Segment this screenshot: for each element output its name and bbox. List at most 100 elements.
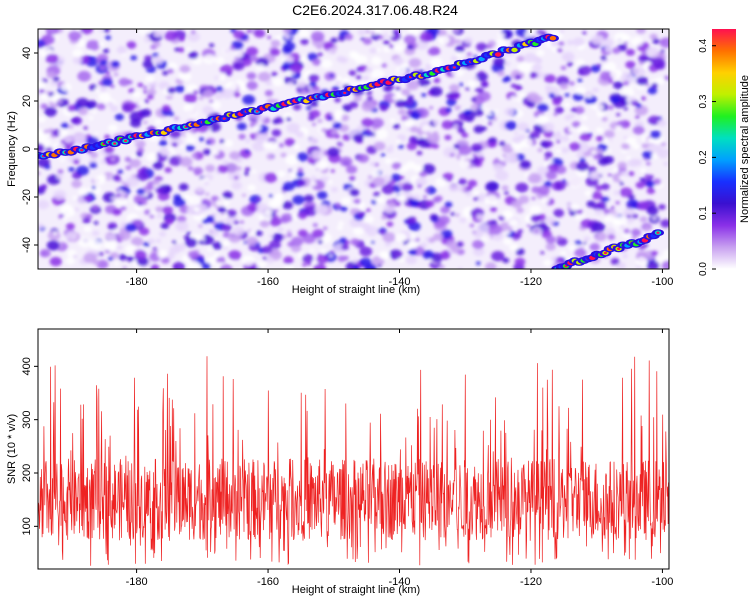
- heatmap-cell: [395, 99, 407, 108]
- heatmap-cell: [408, 58, 422, 68]
- heatmap-cell: [330, 37, 338, 44]
- heatmap-cell: [201, 234, 214, 245]
- heatmap-cell: [596, 135, 604, 142]
- heatmap-cell: [98, 252, 104, 256]
- heatmap-cell: [262, 141, 273, 149]
- heatmap-cell: [178, 183, 189, 191]
- heatmap-cell: [322, 226, 328, 231]
- heatmap-cell: [636, 76, 648, 86]
- heatmap-cell: [371, 118, 384, 128]
- heatmap-cell: [424, 188, 430, 193]
- heatmap-cell: [110, 105, 119, 112]
- heatmap-cell: [269, 137, 274, 141]
- heatmap-cell: [576, 161, 589, 172]
- heatmap-cell: [38, 147, 43, 151]
- heatmap-cell: [214, 76, 219, 80]
- heatmap-cell: [582, 31, 587, 35]
- heatmap-cell: [167, 147, 175, 153]
- heatmap-cell: [137, 202, 143, 206]
- heatmap-cell: [334, 80, 341, 86]
- snr-frame: [37, 328, 670, 570]
- heatmap-cell: [266, 153, 275, 160]
- heatmap-cell: [282, 29, 291, 34]
- heatmap-cell: [334, 97, 341, 103]
- heatmap-cell: [140, 108, 152, 117]
- heatmap-cell: [108, 256, 114, 261]
- heatmap-cell: [607, 234, 616, 240]
- heatmap-cell: [612, 212, 619, 218]
- heatmap-cell: [448, 184, 459, 192]
- heatmap-cell: [280, 152, 287, 158]
- heatmap-cell: [284, 138, 295, 147]
- heatmap-cell: [334, 134, 341, 139]
- heatmap-cell: [286, 122, 301, 134]
- heatmap-cell: [399, 175, 405, 180]
- heatmap-cell: [514, 131, 519, 135]
- heatmap-cell: [171, 142, 178, 148]
- heatmap-cell: [232, 61, 245, 71]
- heatmap-cell: [251, 169, 257, 174]
- heatmap-cell: [560, 134, 570, 142]
- heatmap-cell: [116, 245, 123, 250]
- heatmap-cell: [454, 105, 462, 111]
- heatmap-cell: [309, 81, 317, 88]
- heatmap-cell: [233, 220, 239, 225]
- heatmap-cell: [192, 154, 197, 159]
- heatmap-cell: [309, 248, 315, 253]
- heatmap-cell: [87, 49, 94, 55]
- heatmap-cell: [268, 199, 279, 208]
- heatmap-cell: [339, 156, 353, 167]
- heatmap-cell: [625, 137, 637, 146]
- heatmap-cell: [246, 236, 258, 246]
- heatmap-cell: [308, 73, 320, 83]
- heatmap-cell: [543, 259, 552, 267]
- heatmap-cell: [68, 124, 74, 129]
- y-tick-label: 400: [21, 357, 33, 375]
- heatmap-cell: [272, 233, 284, 242]
- heatmap-cell: [212, 241, 223, 250]
- heatmap-cell: [227, 82, 232, 86]
- heatmap-cell: [186, 136, 196, 145]
- heatmap-cell: [155, 186, 164, 194]
- heatmap-cell: [371, 56, 382, 65]
- heatmap-cell: [252, 125, 262, 132]
- heatmap-cell: [353, 226, 364, 236]
- heatmap-cell: [77, 70, 92, 82]
- heatmap-cell: [244, 167, 251, 172]
- heatmap-cell: [83, 225, 92, 232]
- heatmap-cell: [374, 128, 388, 139]
- heatmap-cell: [246, 81, 258, 90]
- heatmap-cell: [643, 225, 651, 231]
- heatmap-cell: [564, 93, 570, 97]
- heatmap-cell: [72, 49, 84, 58]
- heatmap-cell: [512, 136, 522, 144]
- heatmap-cell: [272, 118, 280, 125]
- heatmap-cell: [531, 186, 541, 194]
- heatmap-cell: [46, 71, 56, 79]
- colorbar-tick-label: 0.1: [698, 206, 709, 220]
- heatmap-cell: [212, 89, 218, 94]
- heatmap-cell: [644, 173, 649, 177]
- heatmap-cell: [485, 262, 497, 269]
- heatmap-cell: [112, 174, 121, 181]
- heatmap-cell: [440, 206, 450, 214]
- heatmap-cell: [581, 115, 588, 121]
- heatmap-cell: [201, 262, 211, 269]
- heatmap-cell: [368, 29, 381, 35]
- heatmap-cell: [623, 136, 628, 140]
- heatmap-cell: [623, 233, 630, 239]
- heatmap-cell: [485, 108, 490, 112]
- heatmap-cell: [465, 191, 472, 197]
- heatmap-cell: [212, 214, 224, 223]
- snr-y-label: SNR (10 * v/v): [6, 414, 18, 484]
- heatmap-cell: [593, 154, 601, 160]
- heatmap-cell: [86, 40, 100, 51]
- heatmap-cell: [65, 231, 77, 241]
- heatmap-cell: [52, 129, 62, 137]
- heatmap-cell: [542, 122, 555, 132]
- heatmap-cell: [396, 253, 402, 257]
- y-tick-label: 0: [21, 146, 33, 152]
- heatmap-cell: [228, 250, 242, 261]
- track-peak: [603, 251, 608, 255]
- heatmap-cell: [576, 125, 589, 135]
